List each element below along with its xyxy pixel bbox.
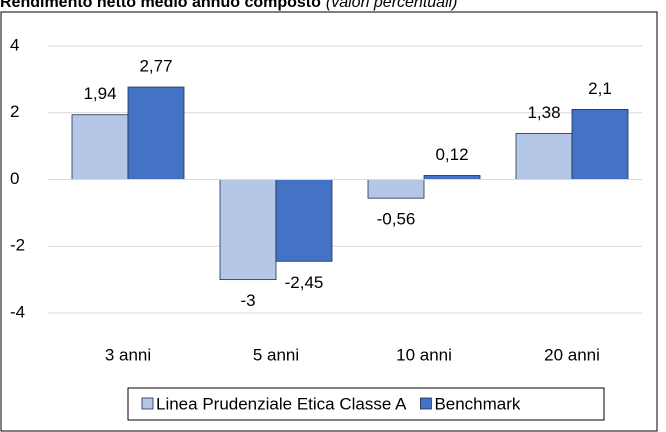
data-label: 1,38 [527,103,560,122]
y-tick-label: 4 [10,35,19,54]
data-label: 2,1 [588,79,612,98]
data-label: -3 [240,291,255,310]
x-tick-label: 5 anni [253,345,299,364]
legend-frame [127,387,605,421]
bar [515,133,573,180]
y-tick-label: 2 [10,102,19,121]
legend-label: Linea Prudenziale Etica Classe A [156,394,407,413]
x-tick-label: 20 anni [544,345,600,364]
bar [71,114,129,180]
bar [367,179,425,199]
x-tick-label: 3 anni [105,345,151,364]
legend-swatch [420,397,432,410]
data-label: -2,45 [285,273,324,292]
legend-swatch [141,397,154,410]
y-tick-label: -2 [10,236,25,255]
bar [219,179,277,281]
bar [423,175,481,180]
data-label: 0,12 [435,145,468,164]
y-tick-label: 0 [10,169,19,188]
chart-title-line: Rendimento netto medio annuo composto (va… [0,0,458,11]
y-tick-label: -4 [10,302,25,321]
legend-label: Benchmark [434,394,520,413]
chart-subtitle: (valori percentuali) [326,0,458,11]
data-label: -0,56 [377,210,416,229]
data-label: 2,77 [139,57,172,76]
bar [275,179,333,262]
data-label: 1,94 [83,84,116,103]
chart-title: Rendimento netto medio annuo composto [0,0,321,11]
bar [127,86,185,180]
bar [571,109,629,180]
x-tick-label: 10 anni [396,345,452,364]
